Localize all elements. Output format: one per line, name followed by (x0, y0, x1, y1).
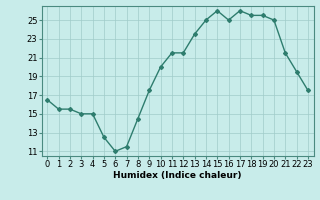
X-axis label: Humidex (Indice chaleur): Humidex (Indice chaleur) (113, 171, 242, 180)
